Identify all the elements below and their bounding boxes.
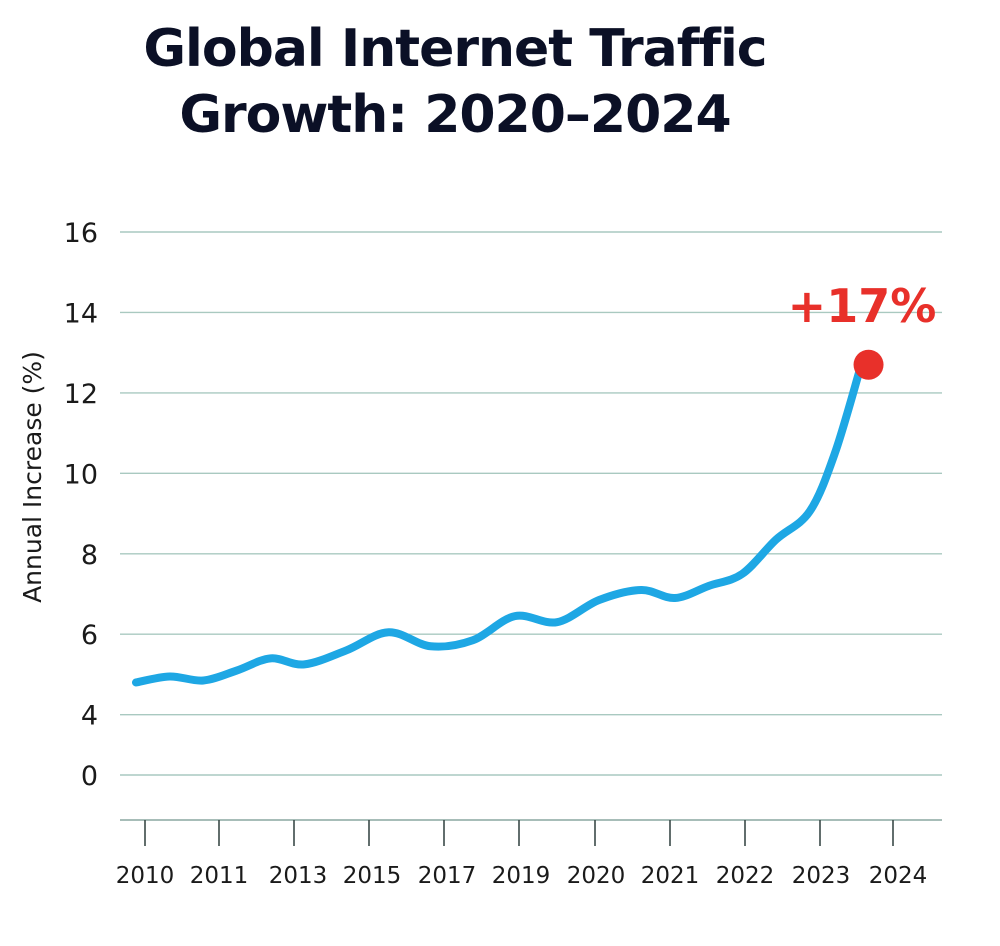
y-tick-label: 0 xyxy=(81,761,98,792)
x-tick-label: 2024 xyxy=(869,863,928,889)
y-tick-label: 14 xyxy=(64,298,98,329)
chart-title-line-2: Growth: 2020–2024 xyxy=(179,85,731,145)
x-tick-label: 2011 xyxy=(190,863,249,889)
y-tick-label: 8 xyxy=(81,540,98,571)
x-tick-label: 2010 xyxy=(116,863,175,889)
x-tick-label: 2019 xyxy=(492,863,551,889)
x-tick-label: 2023 xyxy=(792,863,851,889)
y-axis-label: Annual Increase (%) xyxy=(18,351,47,603)
y-tick-label: 10 xyxy=(64,459,98,490)
endpoint-marker xyxy=(853,349,884,380)
y-tick-label: 16 xyxy=(64,218,98,249)
x-tick-label: 2022 xyxy=(716,863,775,889)
x-tick-label: 2020 xyxy=(567,863,626,889)
y-tick-label: 6 xyxy=(81,620,98,651)
series-line-annual-increase xyxy=(132,364,865,687)
x-axis: 2010 2011 2013 2015 2017 2019 2020 2021 2022 2023… xyxy=(116,819,942,889)
annotation-label: +17% xyxy=(788,279,937,333)
x-tick-label: 2015 xyxy=(343,863,402,889)
chart-title: Global Internet Traffic Growth: 2020–202… xyxy=(0,16,910,148)
y-tick-label: 12 xyxy=(64,379,98,410)
x-tick-label: 2013 xyxy=(269,863,328,889)
y-tick-label: 4 xyxy=(81,701,98,732)
annotation-layer: +17% xyxy=(788,279,937,380)
gridlines xyxy=(120,231,942,776)
y-axis-ticks: 0 4 6 8 10 12 14 16 xyxy=(64,218,98,792)
x-tick-label: 2017 xyxy=(418,863,477,889)
series-layer xyxy=(132,364,865,687)
x-tick-label: 2021 xyxy=(641,863,700,889)
chart-title-line-1: Global Internet Traffic xyxy=(143,19,767,79)
